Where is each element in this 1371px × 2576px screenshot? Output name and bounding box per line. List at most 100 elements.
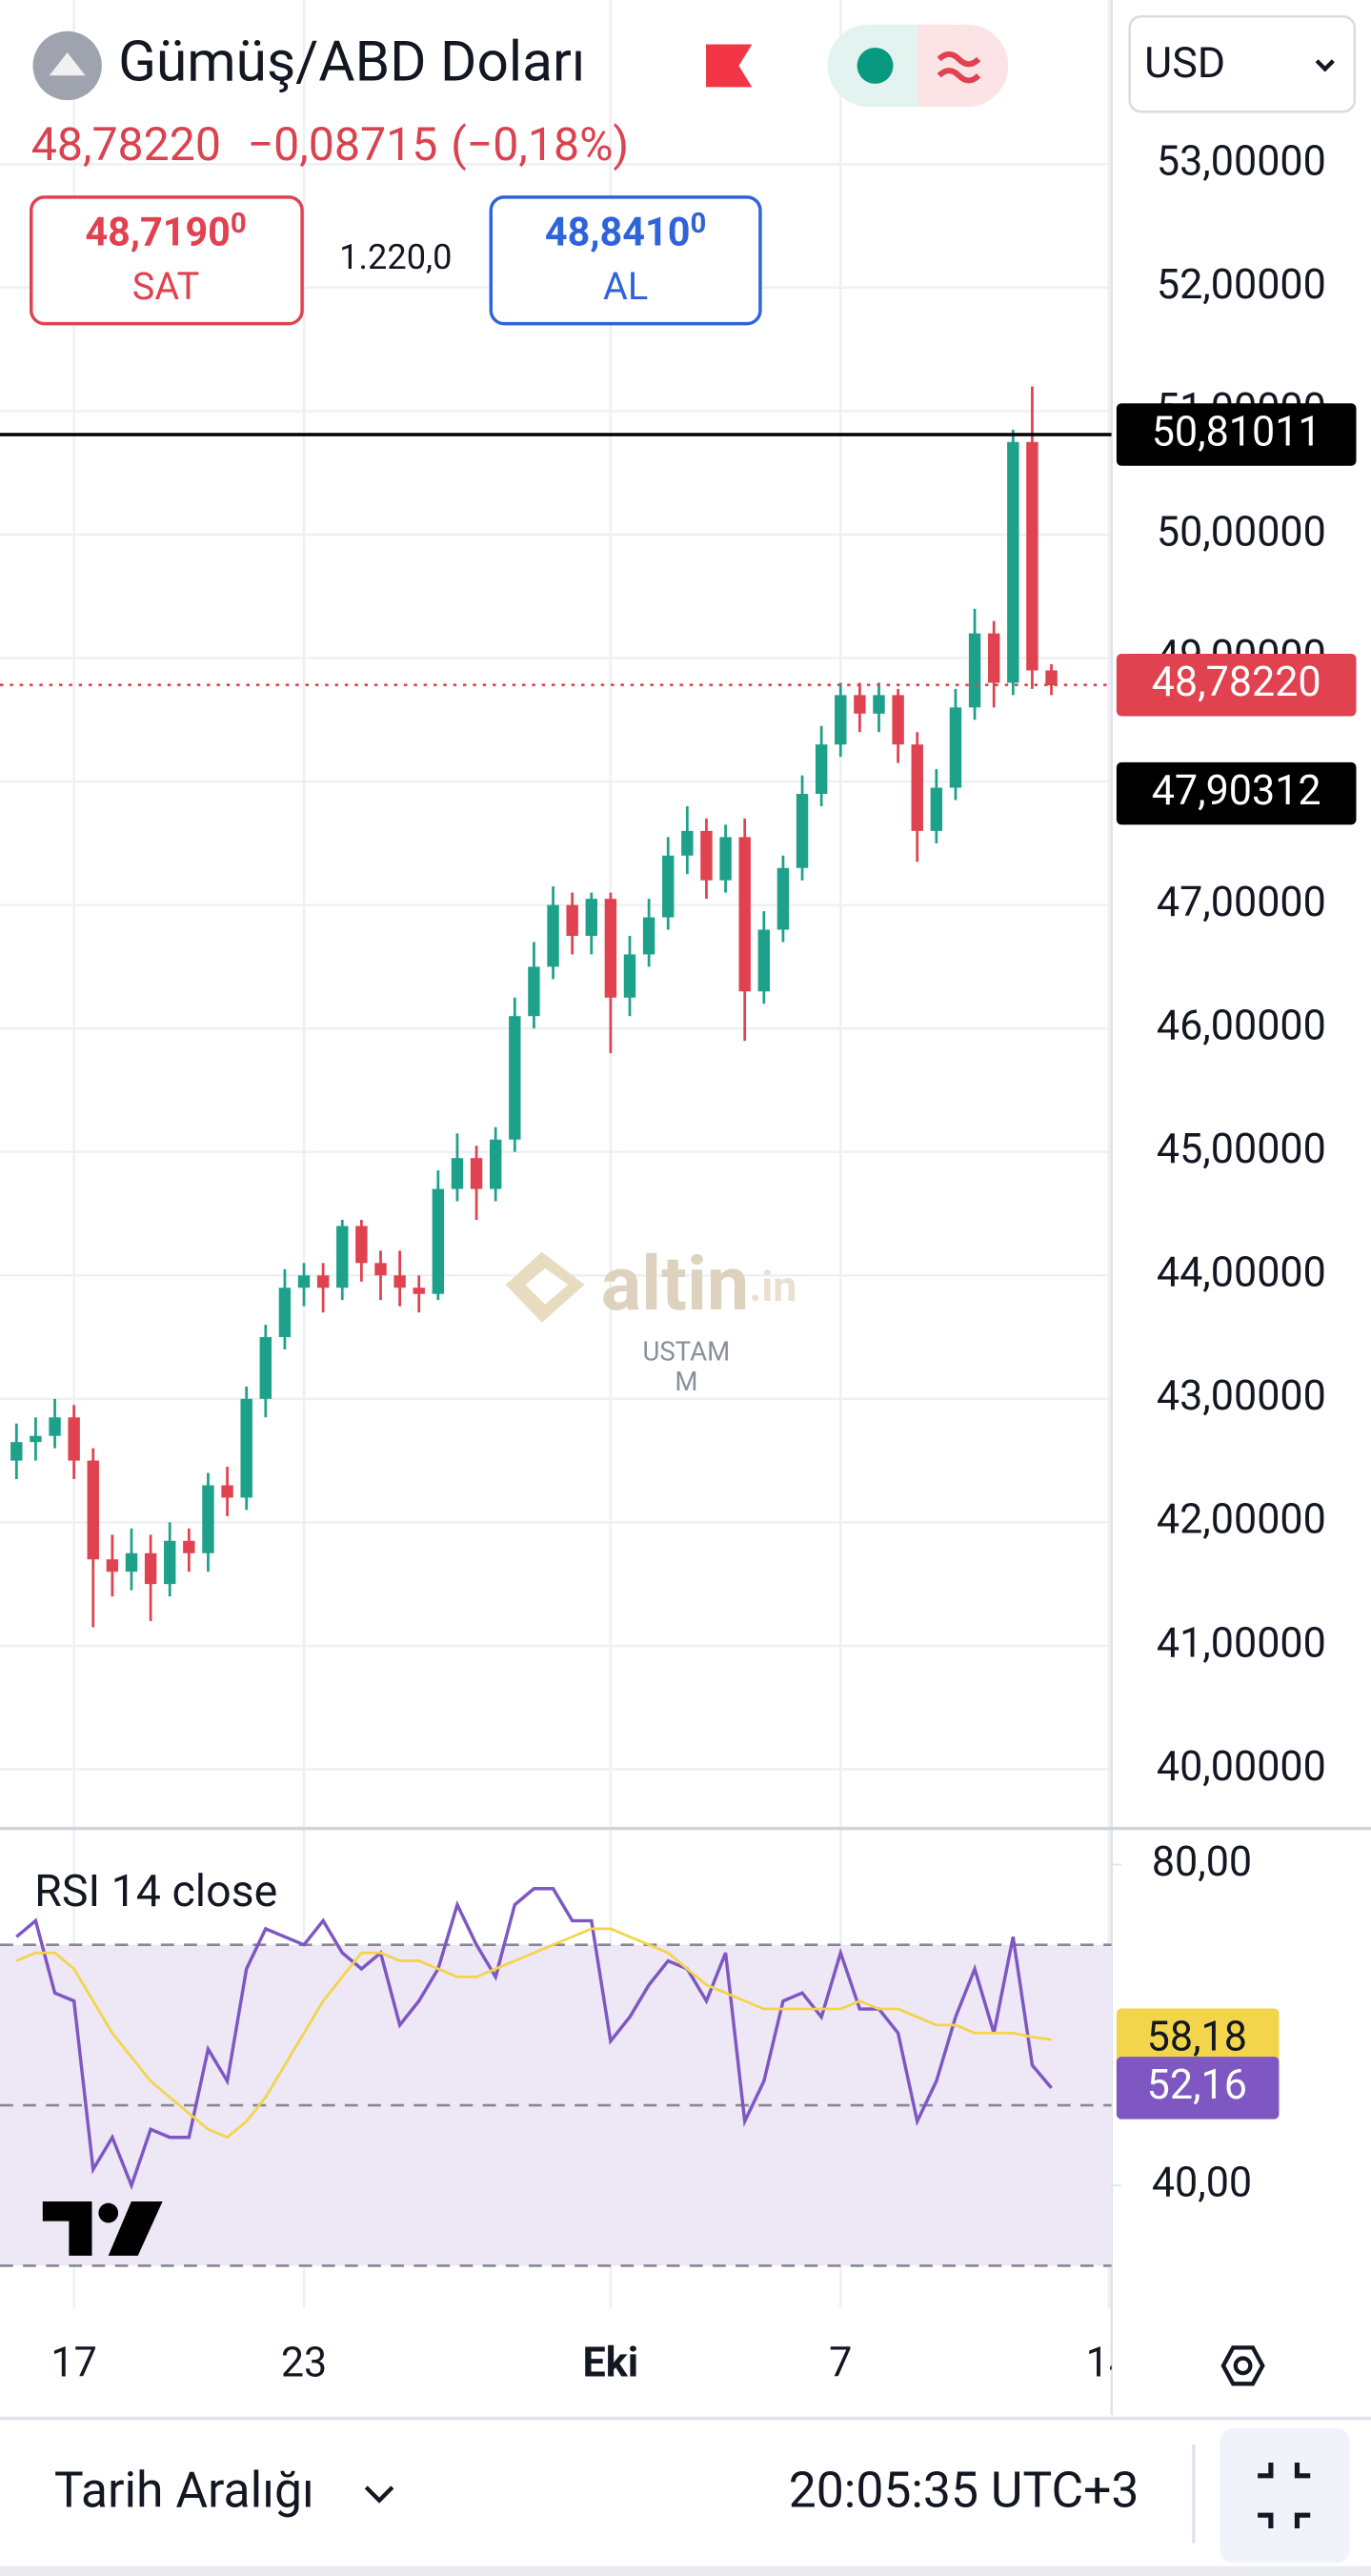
sell-price: 48,71900: [85, 208, 246, 256]
last-price: 48,78220: [31, 117, 221, 172]
last-value-label: 58,18: [1147, 2013, 1247, 2061]
candle-body: [202, 1485, 214, 1553]
candle-body: [509, 1016, 521, 1140]
tv-logo-part: [42, 2201, 92, 2256]
candle-body: [125, 1552, 138, 1572]
symbol-icon-glyph: [49, 52, 86, 76]
candle-body: [700, 830, 713, 881]
price-box: [1116, 403, 1357, 466]
collapse-icon: [1258, 2463, 1311, 2529]
candle-body: [681, 830, 694, 856]
candle-body: [374, 1263, 387, 1276]
y-tick-label: 42,00000: [1157, 1495, 1326, 1544]
y-tick-label: 43,00000: [1157, 1371, 1326, 1420]
header: Gümüş/ABD Doları USD 48,78220 −0,08715 (−0…: [30, 14, 1357, 326]
settings-icon[interactable]: [1220, 2345, 1265, 2386]
x-tick-label: 17: [50, 2339, 96, 2387]
watermark-brand: altin.in: [601, 1240, 797, 1329]
candle-body: [240, 1398, 252, 1498]
watermark-suffix: .in: [749, 1261, 796, 1311]
last-value-label: 52,16: [1147, 2060, 1247, 2109]
candle-body: [106, 1559, 119, 1572]
candle-body: [968, 633, 981, 708]
candle-body: [489, 1139, 502, 1189]
price-box-label: 47,90312: [1152, 766, 1321, 815]
candle-body: [87, 1460, 99, 1560]
candle-body: [719, 837, 732, 881]
buy-price-main: 48,8410: [545, 210, 691, 255]
candle-body: [528, 966, 540, 1017]
sell-button[interactable]: [30, 195, 304, 326]
candle-body: [355, 1226, 368, 1264]
buy-price: 48,84100: [545, 208, 706, 256]
y-tick-label: 47,00000: [1157, 878, 1326, 926]
candle-body: [642, 917, 655, 955]
y-tick-label: 40,00000: [1157, 1742, 1326, 1791]
settings-icon-center: [1233, 2356, 1253, 2376]
candle-body: [854, 695, 866, 714]
candle-body: [144, 1552, 157, 1585]
buy-label: AL: [603, 264, 648, 309]
candles: [0, 386, 1112, 1628]
symbol-title[interactable]: Gümüş/ABD Doları: [118, 30, 585, 94]
candle-body: [164, 1540, 176, 1585]
candle-body: [930, 787, 943, 831]
status-pill-join: [917, 24, 951, 108]
candle-body: [911, 744, 923, 831]
price-line: 48,78220 −0,08715 (−0,18%): [31, 117, 629, 172]
candle-body: [470, 1158, 483, 1189]
axes: 40,00000 41,00000 42,00000 43,00000 44,00000…: [50, 137, 1357, 2387]
last-value-box: [1116, 2008, 1280, 2071]
candle-body: [183, 1540, 195, 1553]
indicator-title[interactable]: RSI 14 close: [34, 1866, 277, 1917]
rsi-line: [15, 1927, 1052, 2140]
y-tick-label: 52,00000: [1157, 260, 1326, 309]
chevron: [1315, 59, 1335, 72]
candle-body: [815, 744, 828, 795]
price-change-pct: (−0,18%): [451, 117, 629, 172]
market-open-dot: [857, 47, 894, 84]
y-tick-label: 50,00000: [1157, 507, 1326, 556]
watermark-line: M: [675, 1366, 697, 1397]
candle-body: [623, 954, 636, 998]
fullscreen-button[interactable]: [1220, 2427, 1350, 2564]
watermark-line: USTAM: [643, 1336, 731, 1368]
candle-body: [757, 929, 771, 992]
x-tick-label: 14: [1086, 2339, 1132, 2387]
price-change: −0,08715: [248, 117, 438, 172]
footer: Tarih Aralığı 20:05:35 UTC+3: [0, 2416, 1371, 2576]
y-tick-label: 40,00: [1152, 2159, 1252, 2207]
sell-price-main: 48,7190: [85, 210, 231, 255]
price-box-label: 48,78220: [1152, 658, 1321, 706]
currency-select[interactable]: [1128, 14, 1357, 113]
watermark-logo-inner: [525, 1268, 569, 1305]
candle-body: [892, 695, 904, 745]
price-box-label: 50,81011: [1152, 407, 1321, 456]
price-box: [1116, 761, 1357, 825]
buy-price-small: 0: [690, 208, 706, 240]
candle-body: [776, 867, 790, 930]
tv-logo-part: [98, 2202, 119, 2223]
candle-body: [259, 1337, 272, 1399]
date-range[interactable]: Tarih Aralığı: [54, 2461, 314, 2519]
last-value-box: [1116, 2057, 1280, 2120]
candle-body: [68, 1417, 80, 1461]
clock[interactable]: 20:05:35 UTC+3: [789, 2461, 1139, 2519]
price-box: [1116, 653, 1357, 717]
buy-button[interactable]: [489, 195, 762, 326]
candle-body: [393, 1275, 406, 1288]
candle-body: [451, 1158, 464, 1189]
currency-label: USD: [1144, 37, 1225, 88]
y-tick-label: 44,00000: [1157, 1248, 1326, 1297]
candle-body: [49, 1417, 61, 1436]
candle-body: [432, 1188, 445, 1294]
x-tick-label: 23: [281, 2339, 327, 2387]
flag-icon[interactable]: [706, 44, 753, 88]
nav-bar: [0, 2566, 1371, 2576]
chevron: [364, 2485, 394, 2504]
tv-logo: [42, 2201, 163, 2256]
candle-body: [10, 1442, 23, 1461]
